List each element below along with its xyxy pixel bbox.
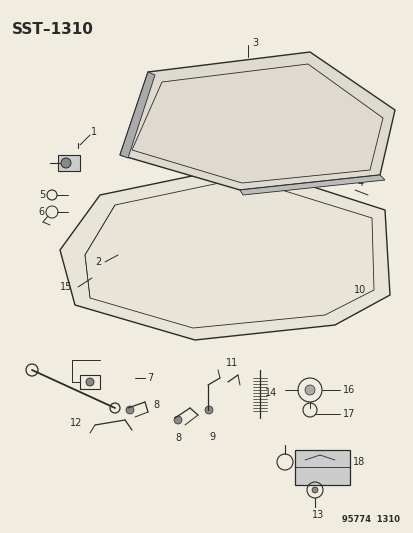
Text: 14: 14 [264,388,277,398]
Text: 3: 3 [252,38,257,48]
Bar [58,155,80,171]
Circle shape [311,487,317,493]
Text: 4: 4 [147,102,154,112]
Circle shape [86,378,94,386]
Polygon shape [240,175,384,195]
Text: 16: 16 [342,385,354,395]
Polygon shape [60,165,389,340]
Text: 4: 4 [357,178,363,188]
Text: 5: 5 [39,190,45,200]
Text: 9: 9 [209,432,214,442]
Text: 15: 15 [59,282,72,292]
Bar [294,450,349,485]
Circle shape [304,385,314,395]
Text: 6: 6 [39,207,45,217]
Text: 95774  1310: 95774 1310 [341,515,399,524]
Text: 8: 8 [153,400,159,410]
Text: SST–1310: SST–1310 [12,22,94,37]
Bar [80,375,100,389]
Circle shape [61,158,71,168]
Text: 13: 13 [311,510,323,520]
Circle shape [338,287,344,293]
Text: 10: 10 [353,285,366,295]
Text: 7: 7 [147,373,153,383]
Text: 2: 2 [95,257,102,267]
Circle shape [173,416,182,424]
Text: 12: 12 [69,418,82,428]
Circle shape [126,406,134,414]
Text: 18: 18 [352,457,364,467]
Polygon shape [120,52,394,190]
Text: 8: 8 [175,433,180,443]
Text: 11: 11 [225,358,237,368]
Polygon shape [120,72,154,158]
Text: 1: 1 [91,127,97,137]
Text: 17: 17 [342,409,354,419]
Circle shape [204,406,212,414]
